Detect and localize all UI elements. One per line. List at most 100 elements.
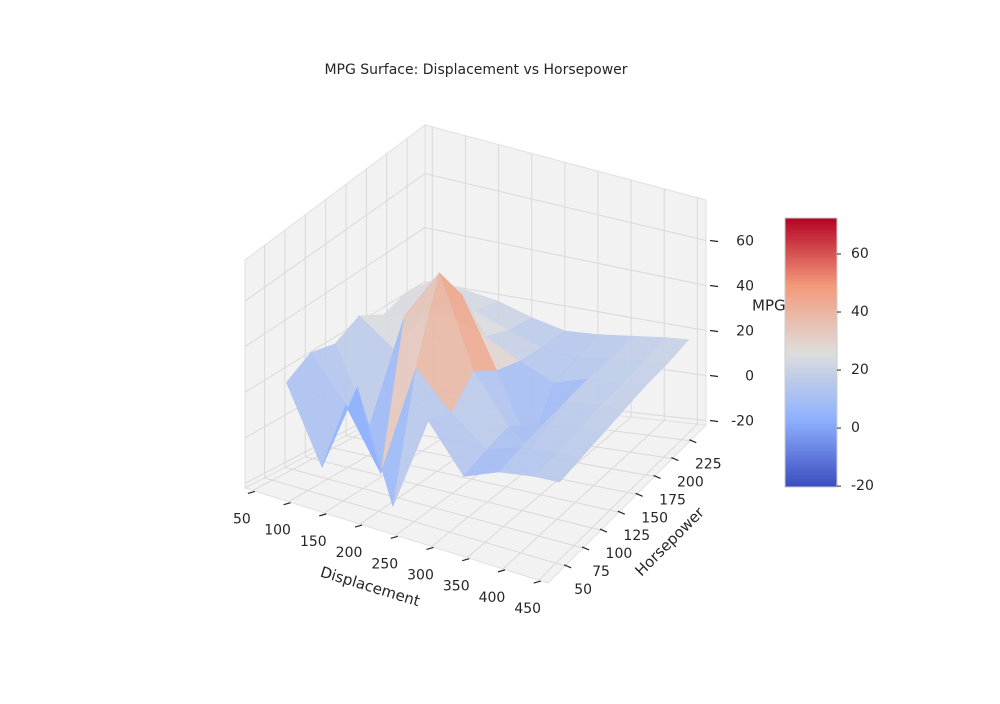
- colorbar-swatch: [785, 478, 837, 482]
- y-tick-label: 50: [574, 582, 592, 598]
- colorbar-swatch: [785, 253, 837, 258]
- y-tick-label: 100: [606, 546, 633, 562]
- colorbar-swatch: [785, 295, 837, 300]
- colorbar-swatch: [785, 412, 837, 416]
- colorbar-swatch: [785, 283, 837, 288]
- colorbar-frame: [784, 217, 838, 488]
- z-tick: [709, 419, 719, 423]
- colorbar-swatch: [785, 274, 837, 279]
- colorbar-swatch: [785, 244, 837, 249]
- z-tick-label: 60: [736, 234, 754, 250]
- colorbar-swatch: [785, 454, 837, 458]
- y-tick-label: 200: [677, 475, 704, 491]
- colorbar-swatch: [785, 235, 837, 240]
- colorbar-swatch: [785, 457, 837, 461]
- y-tick: [581, 546, 590, 551]
- grid-line: [502, 420, 665, 570]
- colorbar-swatch: [785, 346, 837, 351]
- colorbar-swatch: [785, 481, 837, 485]
- grid-line: [466, 416, 632, 559]
- colorbar-swatch: [785, 304, 837, 309]
- x-tick-label: 100: [264, 523, 291, 539]
- grid-line: [284, 466, 584, 549]
- colorbar-swatch: [785, 307, 837, 312]
- colorbar-swatch: [785, 415, 837, 419]
- x-tick: [319, 513, 327, 517]
- colorbar-swatch: [785, 448, 837, 452]
- y-tick-label: 75: [592, 564, 610, 580]
- grid-line: [424, 281, 707, 331]
- z-tick-label: 20: [736, 324, 754, 340]
- grid-line: [244, 227, 426, 348]
- colorbar-swatch: [785, 382, 837, 386]
- colorbar-swatch: [785, 400, 837, 404]
- colorbar-swatch: [785, 388, 837, 392]
- x-tick-label: 50: [233, 511, 251, 527]
- surface-cell: [534, 452, 582, 483]
- colorbar-swatch: [785, 241, 837, 246]
- colorbar-swatch: [785, 451, 837, 455]
- y-tick: [563, 564, 572, 569]
- colorbar-swatch: [785, 268, 837, 273]
- y-tick-label: 175: [659, 492, 686, 508]
- colorbar-swatch: [785, 328, 837, 333]
- colorbar-swatch: [785, 334, 837, 339]
- colorbar-swatch: [785, 322, 837, 327]
- x-tick: [497, 569, 506, 573]
- colorbar-swatch: [785, 223, 837, 228]
- colorbar-swatch: [785, 313, 837, 318]
- x-tick-label: 350: [443, 579, 470, 595]
- colorbar-swatch: [785, 271, 837, 276]
- y-tick: [689, 439, 697, 444]
- colorbar-swatch: [785, 262, 837, 267]
- colorbar-swatch: [785, 286, 837, 291]
- y-tick: [617, 510, 626, 515]
- z-tick-label: 0: [745, 369, 754, 385]
- colorbar-swatch: [785, 394, 837, 398]
- z-tick: [709, 374, 719, 378]
- colorbar-swatch: [785, 316, 837, 321]
- colorbar-swatch: [785, 430, 837, 434]
- grid-line: [538, 423, 698, 581]
- colorbar-tick-label: 60: [851, 246, 869, 262]
- colorbar-swatch: [785, 418, 837, 422]
- grid-line: [424, 227, 707, 286]
- colorbar-swatch: [785, 406, 837, 410]
- grid-line: [424, 173, 707, 241]
- colorbar-swatch: [785, 436, 837, 440]
- colorbar-swatch: [785, 421, 837, 425]
- z-tick: [709, 239, 719, 243]
- colorbar-swatch: [785, 319, 837, 324]
- colorbar-swatch: [785, 229, 837, 234]
- colorbar-swatch: [785, 370, 837, 374]
- x-tick-label: 150: [300, 534, 327, 550]
- colorbar-swatch: [785, 376, 837, 380]
- y-tick: [653, 474, 661, 480]
- colorbar-swatch: [785, 484, 837, 488]
- colorbar-swatch: [785, 340, 837, 345]
- colorbar-swatch: [785, 427, 837, 431]
- x-tick-label: 400: [479, 590, 506, 606]
- colorbar-swatch: [785, 292, 837, 297]
- chart-title: MPG Surface: Displacement vs Horsepower: [324, 62, 627, 78]
- colorbar-swatch: [785, 469, 837, 473]
- colorbar-swatch: [785, 331, 837, 336]
- colorbar-swatch: [785, 409, 837, 413]
- z-tick: [709, 284, 719, 288]
- colorbar: -20 0 20 40 60: [784, 217, 874, 494]
- colorbar-swatch: [785, 259, 837, 264]
- y-tick-label: 150: [641, 510, 668, 526]
- colorbar-swatch: [785, 424, 837, 428]
- colorbar-swatch: [785, 373, 837, 377]
- grid-line: [305, 456, 602, 531]
- colorbar-swatch: [785, 280, 837, 285]
- colorbar-swatch: [785, 439, 837, 443]
- x-tick: [247, 490, 256, 495]
- grid-line: [244, 173, 426, 302]
- x-tick: [283, 502, 291, 506]
- colorbar-swatch: [785, 256, 837, 261]
- colorbar-swatch: [785, 238, 837, 243]
- x-tick-label: 300: [407, 567, 434, 583]
- colorbar-swatch: [785, 445, 837, 449]
